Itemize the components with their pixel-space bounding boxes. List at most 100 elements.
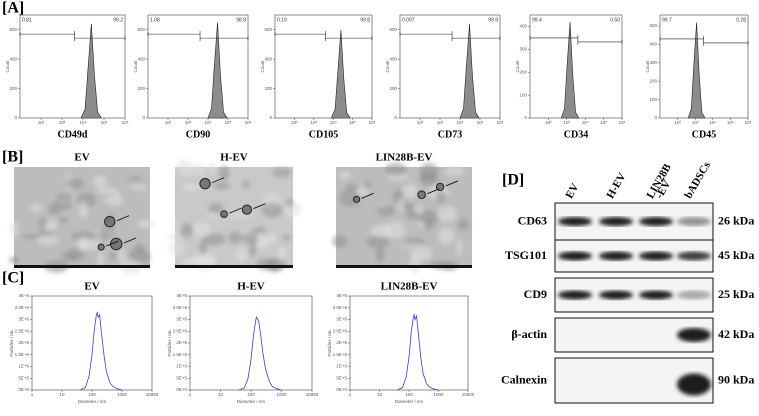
texture-blob: [272, 167, 292, 178]
plot-frame: [659, 14, 749, 119]
protein-label: CD63: [518, 213, 547, 227]
x-tick-label: 1000: [276, 392, 287, 397]
texture-blob: [228, 231, 242, 245]
texture-blob: [109, 251, 117, 260]
x-tick-label: 1000: [433, 392, 444, 397]
x-tick-label: 10³: [59, 120, 66, 125]
y-tick-label: 1.5E+6: [173, 352, 188, 357]
gate-label: 99.8: [360, 17, 370, 23]
y-tick-label: 4E+6: [18, 293, 29, 298]
texture-blob: [104, 195, 124, 206]
band: [558, 217, 592, 226]
texture-blob: [30, 203, 43, 213]
x-tick-label: 10³: [185, 120, 192, 125]
texture-blob: [97, 251, 104, 269]
panel-label: [B]: [2, 149, 23, 166]
y-axis-label: Particles / mL: [167, 329, 172, 357]
gate-label: 0.28: [736, 17, 746, 23]
texture-blob: [9, 222, 20, 237]
y-tick-label: 1E+6: [18, 364, 29, 369]
band: [599, 251, 633, 261]
x-tick-label: 100: [247, 392, 255, 397]
image-title: H-EV: [220, 152, 248, 164]
texture-blob: [402, 183, 419, 199]
chart-title: H-EV: [237, 281, 265, 293]
x-tick-label: 10: [377, 392, 383, 397]
arrow: [361, 192, 374, 199]
lane-label: H-EV: [604, 171, 628, 201]
x-tick-label: 10⁵: [600, 120, 607, 125]
y-tick-label: 1.5E+6: [15, 352, 30, 357]
x-tick-label: 1: [31, 392, 34, 397]
scale-strip: [175, 265, 293, 268]
size-distribution-line: [79, 310, 123, 391]
x-tick-label: 10³: [692, 120, 699, 125]
x-tick-label: 100: [88, 392, 96, 397]
chart-title: LIN28B-EV: [381, 281, 438, 293]
plot-frame: [189, 295, 313, 391]
x-tick-label: 10²: [165, 120, 172, 125]
y-tick-label: 400: [264, 56, 272, 61]
histogram-area: [330, 29, 351, 119]
x-tick-label: 10⁵: [101, 120, 108, 125]
y-tick-label: 400: [137, 56, 145, 61]
texture-blob: [191, 164, 206, 176]
y-tick-label: 2.5E+6: [15, 328, 30, 333]
size-distribution-line: [397, 313, 439, 391]
y-tick-label: 100: [519, 92, 527, 97]
texture-blob: [208, 202, 224, 214]
vesicle: [417, 190, 426, 200]
y-tick-label: 200: [649, 78, 657, 83]
y-tick-label: 200: [9, 86, 17, 91]
texture-blob: [366, 236, 390, 249]
gate-label: 1.08: [150, 17, 160, 23]
texture-blob: [128, 176, 144, 181]
texture-blob: [261, 202, 283, 218]
texture-blob: [457, 218, 470, 231]
y-tick-label: 0E+0: [336, 387, 347, 392]
y-axis-label: Count: [260, 60, 265, 73]
arrow: [229, 207, 242, 214]
histogram-area: [459, 23, 480, 119]
x-tick-label: 1000: [117, 392, 128, 397]
y-tick-label: 200: [264, 86, 272, 91]
texture-blob: [345, 184, 360, 191]
protein-label: β-actin: [511, 327, 547, 341]
texture-blob: [38, 216, 46, 232]
lane-label: EV: [563, 181, 581, 200]
texture-blob: [20, 234, 43, 239]
texture-blob: [286, 198, 294, 208]
x-tick-label: 10³: [437, 120, 444, 125]
texture-blob: [195, 253, 217, 271]
x-axis-label: CD73: [438, 129, 462, 140]
histogram-area: [687, 22, 706, 119]
lane-label: bADSCs: [682, 159, 713, 201]
texture-blob: [435, 190, 447, 204]
texture-blob: [65, 178, 84, 190]
histogram-area: [560, 21, 580, 119]
y-tick-label: 600: [137, 27, 145, 32]
y-tick-label: 3E+6: [336, 317, 347, 322]
y-tick-label: 1.5E+6: [333, 352, 348, 357]
y-tick-label: 0: [269, 115, 272, 120]
x-tick-label: 10000: [146, 392, 159, 397]
y-tick-label: 200: [389, 86, 397, 91]
y-tick-label: 3.5E+6: [173, 305, 188, 310]
texture-blob: [76, 236, 90, 251]
x-tick-label: 1: [189, 392, 192, 397]
y-tick-label: 200: [137, 86, 145, 91]
plot-frame: [19, 14, 126, 119]
y-axis-label: Particles / mL: [9, 329, 14, 357]
y-tick-label: 0: [654, 115, 657, 120]
y-tick-label: 5E+5: [176, 375, 187, 380]
x-axis-label: Diameter / nm: [395, 399, 424, 404]
y-tick-label: 400: [519, 24, 527, 29]
plot-frame: [529, 14, 623, 119]
band: [558, 251, 592, 261]
y-tick-label: 0E+0: [18, 387, 29, 392]
protein-label: CD9: [524, 287, 547, 301]
texture-blob: [277, 246, 287, 261]
texture-blob: [208, 213, 219, 218]
y-tick-label: 0: [524, 115, 527, 120]
y-axis-label: Count: [5, 60, 10, 73]
